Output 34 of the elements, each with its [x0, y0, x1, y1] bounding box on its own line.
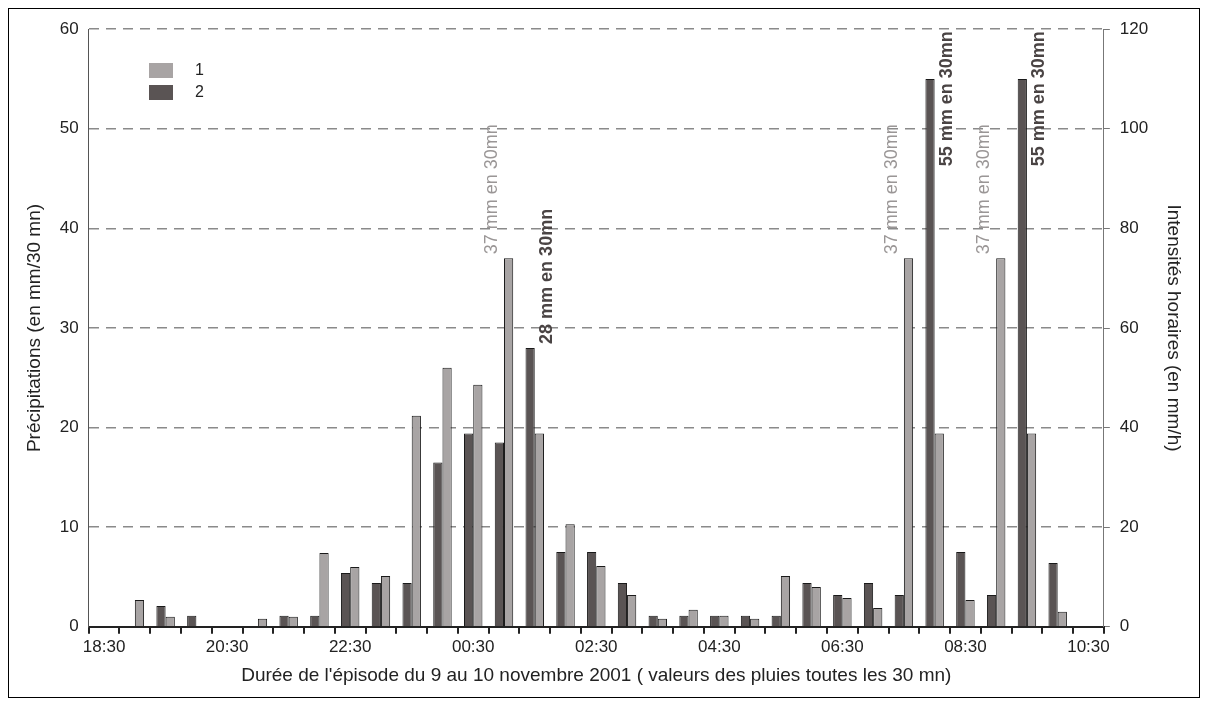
- y-tick-label: 50: [59, 118, 79, 138]
- y-tick-label: 0: [69, 616, 79, 636]
- y2-axis-title: Intensités horaires (en mm/h): [1164, 204, 1186, 452]
- y-tick-label: 10: [59, 516, 79, 536]
- x-tick-label: 22:30: [328, 636, 372, 656]
- x-tick-label: 00:30: [451, 636, 495, 656]
- y-tick-label: 40: [59, 218, 79, 238]
- y2-tick-label: 20: [1119, 516, 1139, 536]
- annotation: 37 mm en 30mn: [973, 124, 994, 255]
- annotation: 37 mm en 30mn: [880, 124, 901, 255]
- x-tick-label: 02:30: [575, 636, 618, 656]
- x-axis-title: Durée de l'épisode du 9 au 10 novembre 2001 ( valeurs des pluies toutes les 30 mn): [241, 663, 952, 685]
- x-tick-label: 06:30: [821, 636, 864, 656]
- annotation: 28 mm en 30mn: [535, 208, 556, 344]
- x-tick-label: 08:30: [944, 636, 987, 656]
- x-tick-label: 20:30: [205, 636, 249, 656]
- legend-label: 1: [195, 60, 204, 80]
- annotation: 37 mm en 30mn: [480, 124, 501, 255]
- x-tick-label: 10:30: [1067, 636, 1110, 656]
- y2-tick-label: 80: [1119, 218, 1139, 238]
- y2-tick-label: 100: [1119, 118, 1149, 138]
- y-tick-label: 60: [59, 18, 79, 38]
- y2-tick-label: 40: [1119, 417, 1139, 437]
- x-tick-label: 04:30: [698, 636, 741, 656]
- y-tick-label: 30: [59, 317, 79, 337]
- annotation: 55 mm en 30mn: [935, 31, 956, 167]
- legend-label: 2: [195, 82, 204, 102]
- y2-tick-label: 0: [1119, 616, 1130, 636]
- x-tick-label: 18:30: [82, 636, 126, 656]
- annotation: 55 mm en 30mn: [1027, 31, 1048, 167]
- y-tick-label: 20: [59, 417, 79, 437]
- y2-tick-label: 120: [1119, 18, 1149, 38]
- y2-tick-label: 60: [1119, 317, 1139, 337]
- y-axis-title: Précipitations (en mm/30 mn): [22, 203, 44, 453]
